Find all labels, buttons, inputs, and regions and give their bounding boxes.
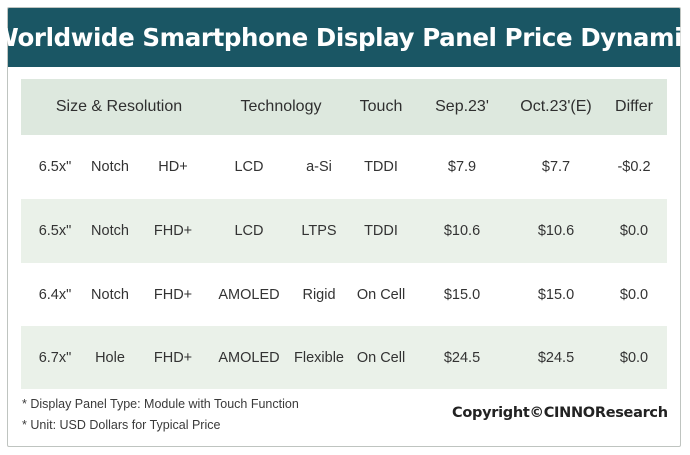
cell-resolution: FHD+: [153, 286, 193, 303]
cell-oct-price: $15.0: [537, 286, 575, 303]
cell-differ: $0.0: [619, 223, 649, 239]
table-header-row: Size & Resolution Technology Touch Sep.2…: [21, 79, 667, 135]
price-table: Size & Resolution Technology Touch Sep.2…: [21, 79, 667, 389]
footnotes: * Display Panel Type: Module with Touch …: [22, 394, 299, 436]
cell-differ: -$0.2: [617, 159, 651, 175]
cell-size: 6.5x": [38, 159, 72, 175]
table-row: 6.4x" Notch FHD+ AMOLED Rigid On Cell $1…: [21, 263, 667, 326]
cell-touch: On Cell: [356, 286, 406, 303]
cell-touch: TDDI: [364, 223, 398, 239]
table-row: 6.5x" Notch HD+ LCD a-Si TDDI $7.9 $7.7 …: [21, 135, 667, 199]
cell-sep-price: $7.9: [447, 159, 477, 175]
cell-screen: Hole: [95, 349, 125, 366]
header-size-resolution: Size & Resolution: [55, 98, 183, 115]
header-touch: Touch: [359, 98, 403, 115]
cell-screen: Notch: [91, 286, 129, 303]
table-row: 6.7x" Hole FHD+ AMOLED Flexible On Cell …: [21, 326, 667, 389]
cell-technology: AMOLED: [218, 349, 280, 366]
cell-oct-price: $24.5: [537, 349, 575, 366]
header-sep: Sep.23': [435, 98, 489, 115]
cell-oct-price: $10.6: [537, 223, 575, 239]
cell-screen: Notch: [91, 159, 129, 175]
header-technology: Technology: [240, 98, 322, 115]
cell-touch: TDDI: [364, 159, 398, 175]
table-row: 6.5x" Notch FHD+ LCD LTPS TDDI $10.6 $10…: [21, 199, 667, 263]
cell-technology: LCD: [234, 223, 264, 239]
cell-differ: $0.0: [619, 286, 649, 303]
cell-technology: LCD: [234, 159, 264, 175]
cell-differ: $0.0: [619, 349, 649, 366]
cell-screen: Notch: [91, 223, 129, 239]
cell-resolution: FHD+: [153, 349, 193, 366]
header-differ: Differ: [615, 98, 653, 115]
cell-backplane: a-Si: [306, 159, 332, 175]
cell-technology: AMOLED: [218, 286, 280, 303]
header-oct: Oct.23'(E): [520, 98, 592, 115]
cell-backplane: Flexible: [294, 349, 344, 366]
footnote-unit: * Unit: USD Dollars for Typical Price: [22, 418, 221, 432]
cell-size: 6.5x": [38, 223, 72, 239]
cell-backplane: LTPS: [301, 223, 337, 239]
page-title: Worldwide Smartphone Display Panel Price…: [0, 23, 690, 52]
footnote-panel-type: * Display Panel Type: Module with Touch …: [22, 397, 299, 411]
cell-size: 6.7x": [38, 349, 72, 366]
cell-sep-price: $10.6: [443, 223, 481, 239]
cell-sep-price: $15.0: [443, 286, 481, 303]
cell-backplane: Rigid: [302, 286, 336, 303]
cell-sep-price: $24.5: [443, 349, 481, 366]
cell-size: 6.4x": [38, 286, 72, 303]
cell-resolution: FHD+: [153, 223, 193, 239]
cell-touch: On Cell: [356, 349, 406, 366]
price-table-card: Worldwide Smartphone Display Panel Price…: [0, 7, 690, 447]
title-bar: Worldwide Smartphone Display Panel Price…: [0, 8, 690, 67]
copyright-label: Copyright©CINNOResearch: [452, 405, 668, 421]
cell-resolution: HD+: [158, 159, 188, 175]
cell-oct-price: $7.7: [541, 159, 571, 175]
